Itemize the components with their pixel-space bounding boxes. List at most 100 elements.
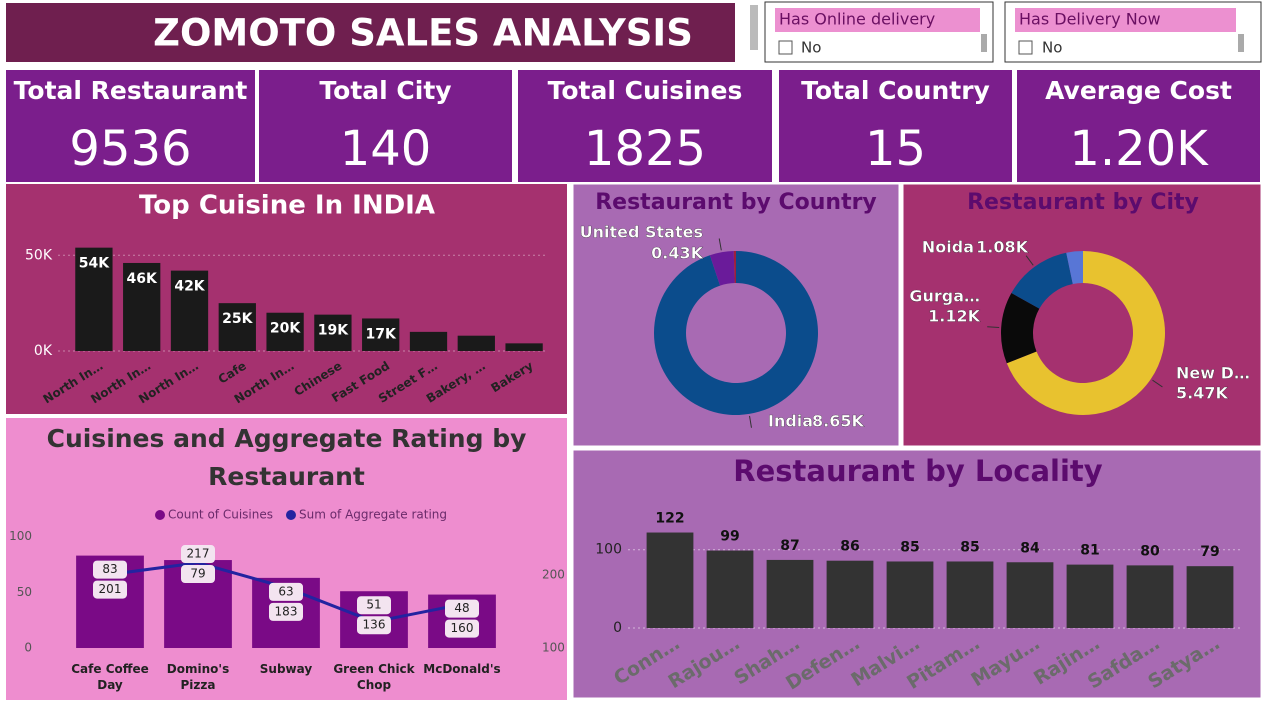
slicer-header xyxy=(775,8,980,32)
kpi-card xyxy=(779,70,1012,182)
x-tick-label: Domino's Pizza xyxy=(166,662,230,692)
slicer-title: Has Online delivery xyxy=(779,10,935,29)
y-tick-label: 100 xyxy=(595,542,622,558)
y2-tick-label: 200 xyxy=(542,568,565,582)
bar xyxy=(218,303,256,351)
slicer-option[interactable]: No xyxy=(1042,39,1062,57)
label-box xyxy=(93,560,127,579)
divider xyxy=(750,5,758,50)
data-label: 84 xyxy=(1020,540,1040,556)
category-label: New D… xyxy=(1176,364,1250,383)
value-label: 0.43K xyxy=(651,244,703,263)
kpi-label: Total Restaurant xyxy=(14,76,248,105)
bar xyxy=(946,561,994,628)
legend-marker xyxy=(155,510,165,520)
data-label: 42K xyxy=(174,279,205,295)
kpi-label: Total Cuisines xyxy=(548,76,743,105)
kpi-label: Total Country xyxy=(801,76,990,105)
chart-title: Cuisines and Aggregate Rating by Restaur… xyxy=(46,424,527,491)
label-box xyxy=(357,596,391,615)
kpi-value: 140 xyxy=(340,121,432,177)
donut-segment xyxy=(709,251,735,286)
data-label: 85 xyxy=(900,539,919,555)
label-box xyxy=(181,545,215,564)
data-label: 85 xyxy=(960,539,979,555)
x-tick-label: Green Chick Chop xyxy=(333,662,415,692)
scrollbar[interactable] xyxy=(981,34,987,52)
data-label: 19K xyxy=(318,323,349,339)
bar xyxy=(886,561,934,628)
kpi-card xyxy=(1017,70,1260,182)
slicer-title: Has Delivery Now xyxy=(1019,10,1161,29)
value-label: 5.47K xyxy=(1176,384,1228,403)
category-label: Gurga… xyxy=(909,287,980,306)
leader-line xyxy=(718,238,722,251)
category-label: India xyxy=(768,412,813,431)
data-label: 79 xyxy=(190,567,205,581)
leader-line xyxy=(1025,255,1034,266)
bar xyxy=(1006,562,1054,628)
label-box xyxy=(445,599,479,618)
y-tick-label: 100 xyxy=(9,529,32,543)
header-title: ZOMOTO SALES ANALYSIS xyxy=(153,12,693,55)
data-label: 86 xyxy=(840,539,859,555)
chart-title: Restaurant by City xyxy=(967,190,1199,215)
data-label: 17K xyxy=(366,326,397,342)
data-label: 83 xyxy=(102,562,117,576)
donut-segment xyxy=(653,251,818,415)
chart-title: Restaurant by Locality xyxy=(733,454,1102,488)
data-label: 20K xyxy=(270,321,301,337)
data-label: 136 xyxy=(363,618,386,632)
checkbox[interactable] xyxy=(778,40,793,55)
kpi-card xyxy=(259,70,512,182)
data-label: 46K xyxy=(127,271,158,287)
kpi-value: 9536 xyxy=(69,121,191,177)
label-box xyxy=(357,616,391,635)
data-label: 87 xyxy=(780,538,799,554)
label-box xyxy=(269,582,303,601)
y-tick-label: 50K xyxy=(25,247,53,263)
leader-line xyxy=(749,415,752,428)
data-label: 51 xyxy=(366,598,381,612)
data-label: 25K xyxy=(222,311,253,327)
value-label: 8.65K xyxy=(812,412,864,431)
bar xyxy=(266,312,304,351)
donut-segment xyxy=(1006,251,1165,415)
header-bg xyxy=(6,3,735,62)
bar xyxy=(314,314,352,351)
data-label: 201 xyxy=(99,582,122,596)
bar xyxy=(123,262,161,351)
kpi-value: 15 xyxy=(865,121,926,177)
bar xyxy=(826,560,874,628)
donut-segment xyxy=(1001,293,1040,364)
legend-label: Sum of Aggregate rating xyxy=(299,508,447,522)
bar xyxy=(409,331,448,351)
y2-tick-label: 100 xyxy=(542,641,565,655)
bar xyxy=(457,335,495,351)
y-tick-label: 0 xyxy=(613,620,622,636)
data-label: 63 xyxy=(278,584,293,598)
scrollbar[interactable] xyxy=(1238,34,1244,52)
x-tick-label: Cafe Coffee Day xyxy=(71,662,149,692)
label-box xyxy=(445,619,479,638)
bar xyxy=(75,247,113,351)
kpi-label: Total City xyxy=(319,76,451,105)
slicer-option[interactable]: No xyxy=(801,39,821,57)
data-label: 81 xyxy=(1080,543,1099,559)
chart-title: Top Cuisine In INDIA xyxy=(139,191,435,221)
data-label: 79 xyxy=(1200,544,1219,560)
bar xyxy=(646,532,694,628)
data-label: 99 xyxy=(720,529,739,545)
donut-segment xyxy=(1066,251,1083,285)
y-tick-label: 0K xyxy=(34,343,53,359)
bar xyxy=(706,550,754,628)
category-label: Noida xyxy=(922,238,974,257)
data-label: 122 xyxy=(655,511,684,527)
bar xyxy=(170,270,209,351)
donut-segment xyxy=(1011,252,1073,309)
checkbox[interactable] xyxy=(1018,40,1033,55)
bar xyxy=(362,318,400,351)
leader-line xyxy=(987,326,1000,329)
data-label: 217 xyxy=(187,547,210,561)
